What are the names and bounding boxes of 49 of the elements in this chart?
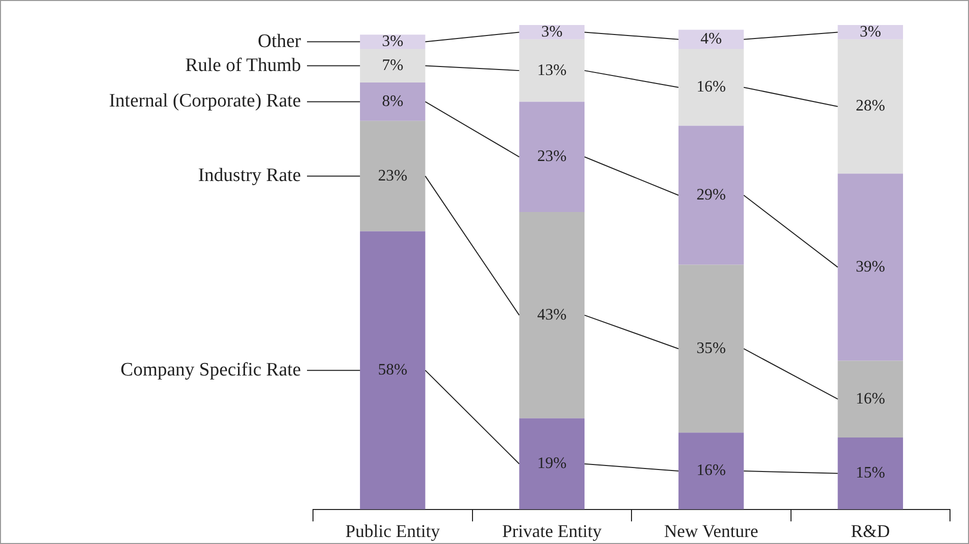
data-label: 16% [696,462,726,480]
bar [678,48,744,126]
bar [519,102,585,212]
bar [360,120,426,232]
x-tick-label: New Venture [664,520,758,541]
bar [838,360,904,438]
bar [360,48,426,83]
data-label: 15% [856,464,886,482]
data-label: 3% [382,32,404,50]
bar [519,212,585,418]
bar [838,25,904,40]
bar [838,174,904,361]
bar [838,437,904,510]
text: Company Specific Rate [120,359,301,380]
text: Internal (Corporate) Rate [108,90,301,112]
text: Rule of Thumb [185,54,301,76]
bar [360,34,426,49]
bar [678,126,744,265]
bar [519,418,585,510]
data-label: 29% [696,186,726,204]
bar [360,82,426,121]
bar [678,264,744,433]
data-label: 43% [537,306,567,324]
data-label: 58% [378,362,408,379]
x-tick-label: R&D [850,520,890,541]
data-label: 16% [696,78,726,96]
text: Other [258,30,302,52]
data-label: 39% [856,258,886,276]
data-label: 8% [382,92,404,110]
bar [838,39,904,174]
bar [360,231,426,510]
bar [519,25,585,40]
bar [678,30,744,49]
data-label: 4% [700,30,722,48]
data-label: 19% [537,455,567,472]
data-label: 23% [537,148,567,166]
data-label: 7% [382,56,404,74]
x-tick-label: Private Entity [502,520,602,541]
data-label: 13% [537,62,567,79]
data-label: 16% [856,390,886,408]
data-label: 3% [860,23,882,40]
data-label: 3% [541,23,563,40]
data-label: 35% [696,340,726,357]
data-label: 28% [856,98,886,115]
bar [678,432,744,510]
text: Industry Rate [198,165,301,186]
data-label: 23% [378,167,408,184]
bar [519,39,585,102]
x-tick-label: Public Entity [345,520,440,541]
